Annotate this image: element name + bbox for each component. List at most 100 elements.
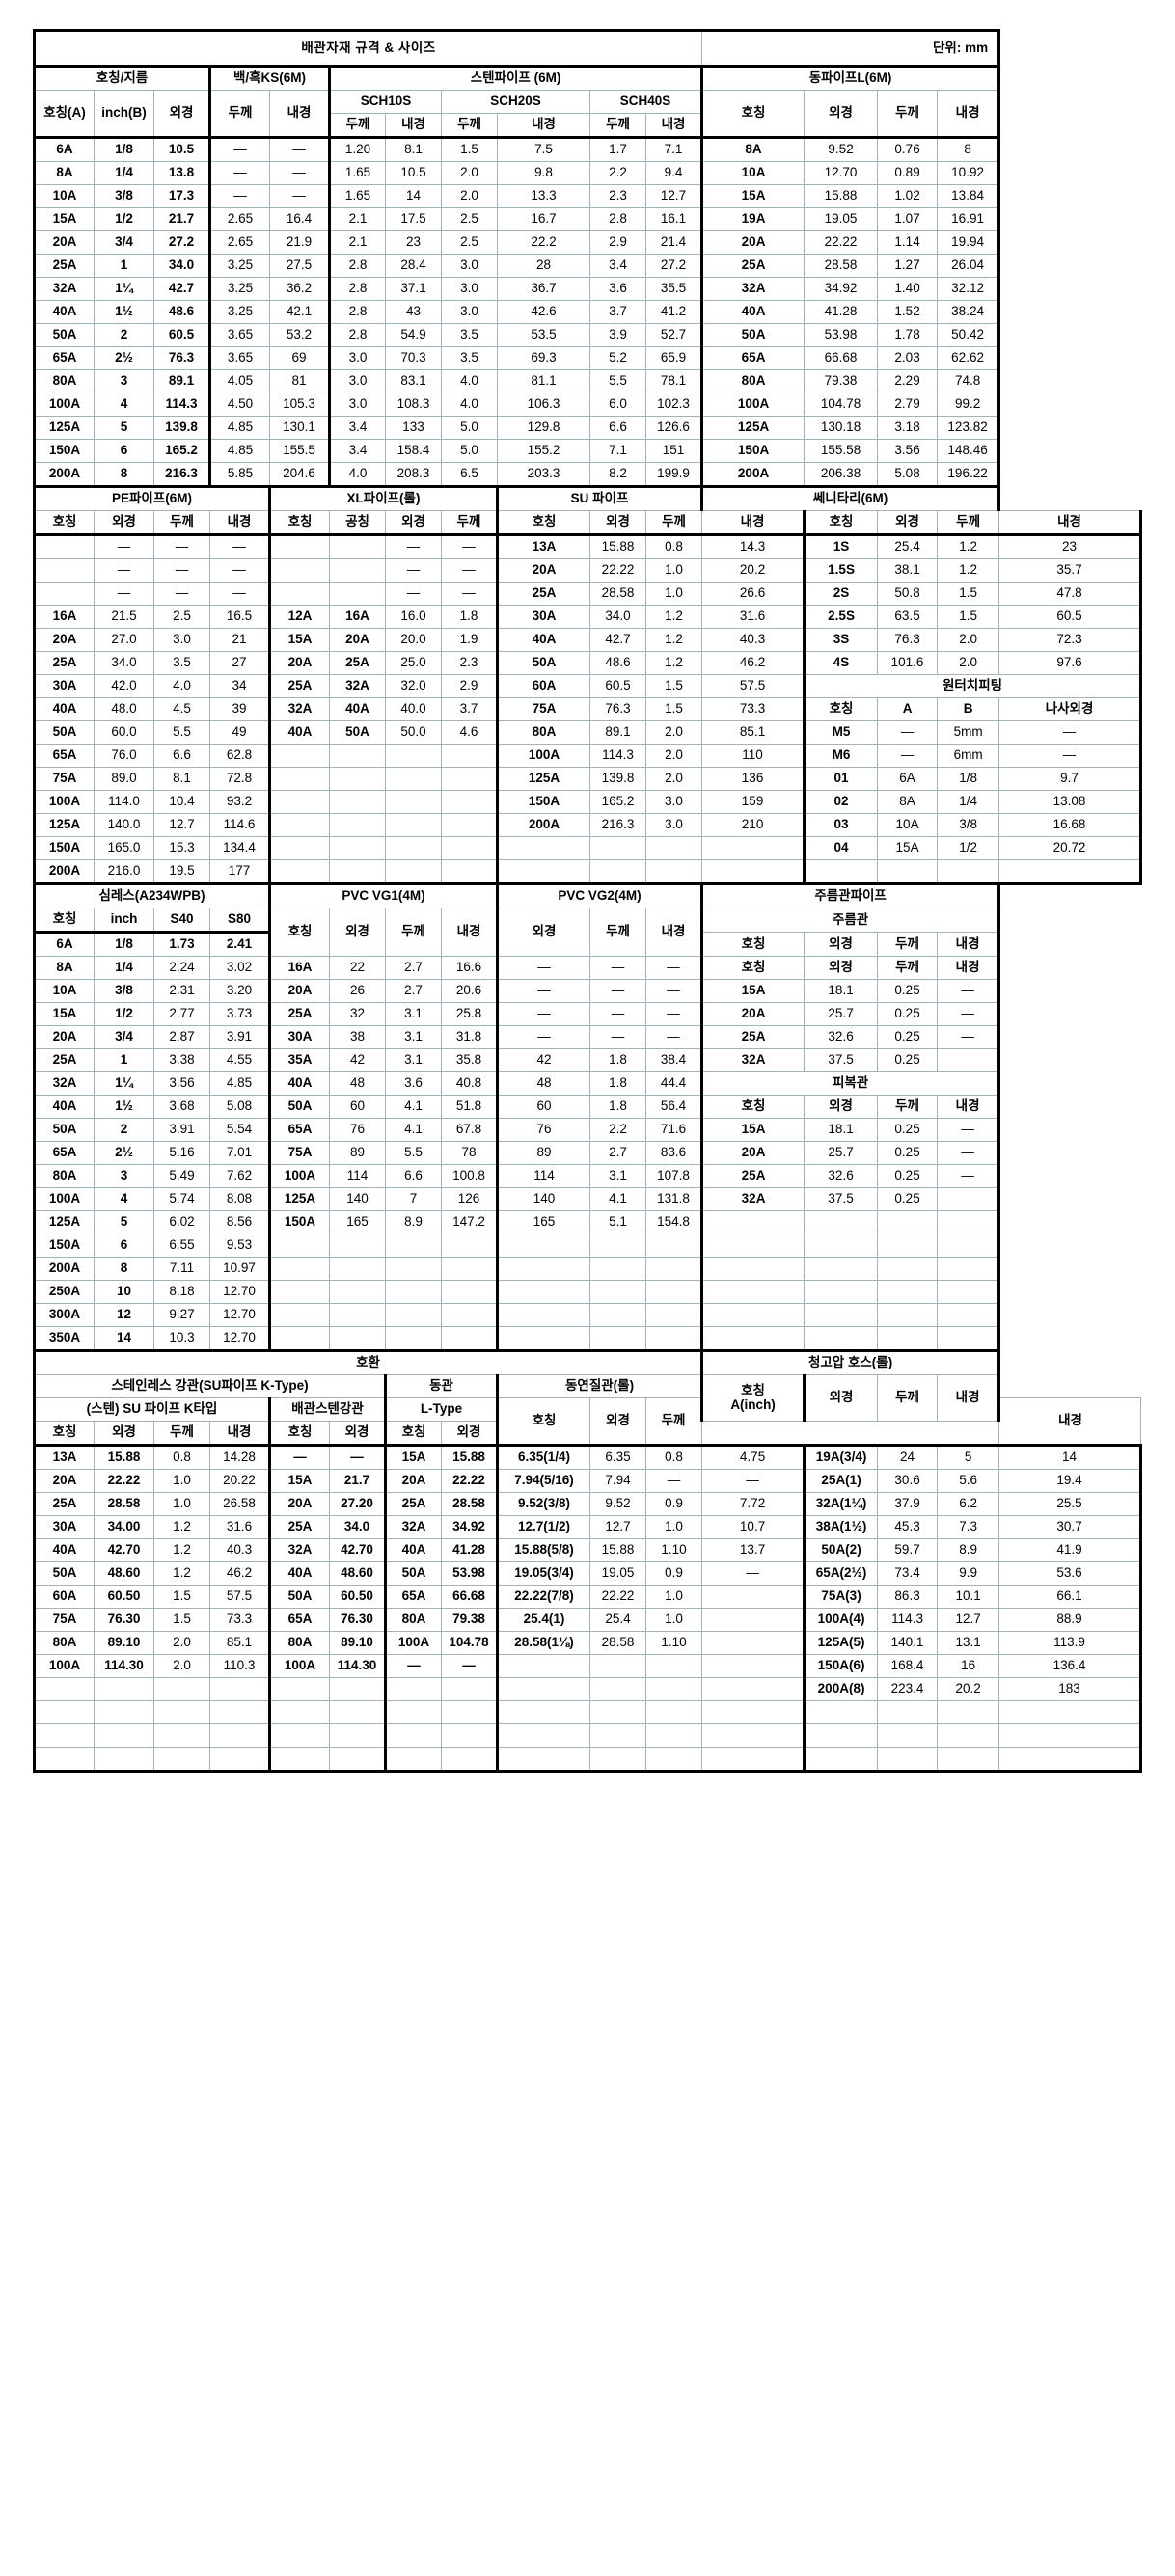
cell-sl-s40: 7.11 <box>153 1257 210 1281</box>
cell-k-nominal: 20A <box>33 1469 95 1493</box>
cell-vg2-od: — <box>496 1025 590 1049</box>
group-header-ks: 백/흑KS(6M) <box>208 65 330 91</box>
cell-sn-thk: 1/8 <box>937 767 1000 791</box>
cell-vg2-thk: 2.2 <box>589 1118 646 1142</box>
cell-sl-s40: 6.55 <box>153 1234 210 1258</box>
cell-cu-od: 22.22 <box>804 230 879 255</box>
cell-su-id: 73.3 <box>701 697 806 721</box>
cell-cu-od: 155.58 <box>804 439 879 463</box>
cell-pe-nominal: 150A <box>33 836 95 860</box>
cell-xl-designation <box>329 859 386 885</box>
table-row: 10A 3/8 2.31 3.20 20A 26 2.7 20.6— — —15A 18.1 0.25… <box>33 979 1141 1003</box>
cell-sl-s80: 4.55 <box>209 1048 270 1072</box>
cell-sch20s-id: 203.3 <box>497 462 590 488</box>
col-header-sch20s-id: 내경 <box>497 113 590 138</box>
cell-pe-od: — <box>94 558 154 583</box>
cell-nominal: 6A <box>33 136 95 162</box>
cell-soft-nominal <box>496 1700 590 1724</box>
cell-sl-nominal: 50A <box>33 1118 95 1142</box>
cell-sn-nominal: M5 <box>803 720 879 745</box>
cell-jr-od: 32.6 <box>804 1025 879 1049</box>
cell-cu-id: 196.22 <box>937 462 1001 488</box>
cell-vg1-od: 42 <box>329 1048 386 1072</box>
cell-sn-id: — <box>998 744 1142 768</box>
cell-st-nominal <box>268 1723 330 1748</box>
cell-xl-designation: 32A <box>329 674 386 698</box>
table-row: 150A 165.0 15.3 134.4 04 15A 1/2 20.72 <box>33 836 1142 860</box>
cell-st-nominal: 40A <box>268 1561 330 1586</box>
cell-vg1-thk: 6.6 <box>385 1164 442 1188</box>
cell-hose-nominal <box>803 1747 879 1773</box>
cell-sn-nominal: 04 <box>803 836 879 860</box>
cell-sch40s-thk: 7.1 <box>589 439 646 463</box>
cell-soft-thk: — <box>644 1469 703 1493</box>
cell-xl-designation <box>329 558 386 583</box>
table-row: 40A 42.70 1.2 40.3 32A 42.70 40A 41.28 15.88(5/8… <box>33 1538 1142 1562</box>
cell-pe-id: 177 <box>209 859 270 885</box>
cell-cu-nominal: 10A <box>700 161 806 185</box>
cell-k-id <box>209 1700 270 1724</box>
cell-sl-nominal: 150A <box>33 1234 95 1258</box>
table-row: 50A 60.0 5.5 49 40A 50A 50.0 4.6 80A 89.1 2.0 85.1 M… <box>33 720 1142 745</box>
cell-hose-od <box>877 1723 939 1748</box>
cell-sch10s-thk: 1.65 <box>328 184 386 208</box>
cell-pe-id: 114.6 <box>209 813 270 837</box>
cell-inch: 2 <box>94 323 154 347</box>
cell-st-nominal <box>268 1677 330 1701</box>
cell-vg1-od <box>329 1234 386 1258</box>
cell-xl-od: — <box>385 558 442 583</box>
cell-hose-id: 30.7 <box>998 1515 1142 1539</box>
cell-vg1-thk <box>385 1257 442 1281</box>
cell-k-nominal <box>33 1677 95 1701</box>
cell-k-id: 20.22 <box>209 1469 270 1493</box>
cell-k-od <box>94 1700 154 1724</box>
cell-vg1-id: 20.6 <box>441 979 498 1003</box>
group-header-nominal: 호칭/지름 <box>33 65 210 91</box>
cell-hose-id: 41.9 <box>998 1538 1142 1562</box>
cell-su-nominal: 100A <box>496 744 590 768</box>
cell-vg1-nominal <box>268 1303 330 1327</box>
cell-su-od: 89.1 <box>589 720 646 745</box>
cell-jr-thk <box>877 1257 939 1281</box>
cell-soft-nominal: 12.7(1/2) <box>496 1515 590 1539</box>
cell-vg1-thk: 4.1 <box>385 1118 442 1142</box>
cell-k-id: 26.58 <box>209 1492 270 1516</box>
col-header-soft-id: 내경 <box>998 1397 1141 1446</box>
col-header-sl-nominal: 호칭 <box>33 908 95 933</box>
cell-inch: 3 <box>94 369 154 393</box>
col-header-jr-od: 외경 <box>804 932 879 957</box>
cell-xl-thk: 4.6 <box>441 720 498 745</box>
cell-jr-thk <box>877 1303 939 1327</box>
cell-sn-od: 6A <box>877 767 939 791</box>
cell-vg2-od: 165 <box>496 1210 590 1234</box>
cell-soft-id <box>701 1631 806 1655</box>
cell-su-id: 40.3 <box>701 628 806 652</box>
cell-pe-thk: 10.4 <box>153 790 210 814</box>
cell-lt-nominal <box>384 1747 442 1773</box>
cell-jr-od <box>804 1280 879 1304</box>
col-header-k-od: 외경 <box>94 1421 154 1446</box>
cell-st-od: 60.50 <box>329 1585 386 1609</box>
cell-sl-s80: 3.20 <box>209 979 270 1003</box>
cell-xl-thk: — <box>441 533 498 559</box>
cell-sch10s-thk: 2.8 <box>328 323 386 347</box>
cell-cu-nominal: 150A <box>700 439 806 463</box>
cell-cu-nominal: 19A <box>700 207 806 231</box>
cell-vg1-thk: 2.7 <box>385 979 442 1003</box>
cell-vg2-thk: 2.7 <box>589 1141 646 1165</box>
cell-sn-od: — <box>877 744 939 768</box>
cell-cu-nominal: 80A <box>700 369 806 393</box>
table-row: 300A 12 9.27 12.70 <box>33 1303 1141 1327</box>
cell-pe-thk: 15.3 <box>153 836 210 860</box>
cell-st-nominal: 100A <box>268 1654 330 1678</box>
cell-vg1-nominal: 16A <box>268 956 330 980</box>
col-header-jr-thk: 두께 <box>877 956 939 980</box>
cell-sl-nominal: 20A <box>33 1025 95 1049</box>
cell-vg1-id: 147.2 <box>441 1210 498 1234</box>
cell-cu-nominal: 200A <box>700 462 806 488</box>
cell-xl-designation: 50A <box>329 720 386 745</box>
cell-sn-thk: 1/2 <box>937 836 1000 860</box>
cell-sch10s-thk: 2.1 <box>328 207 386 231</box>
cell-xl-nominal <box>268 744 330 768</box>
cell-sn-thk: 5mm <box>937 720 1000 745</box>
